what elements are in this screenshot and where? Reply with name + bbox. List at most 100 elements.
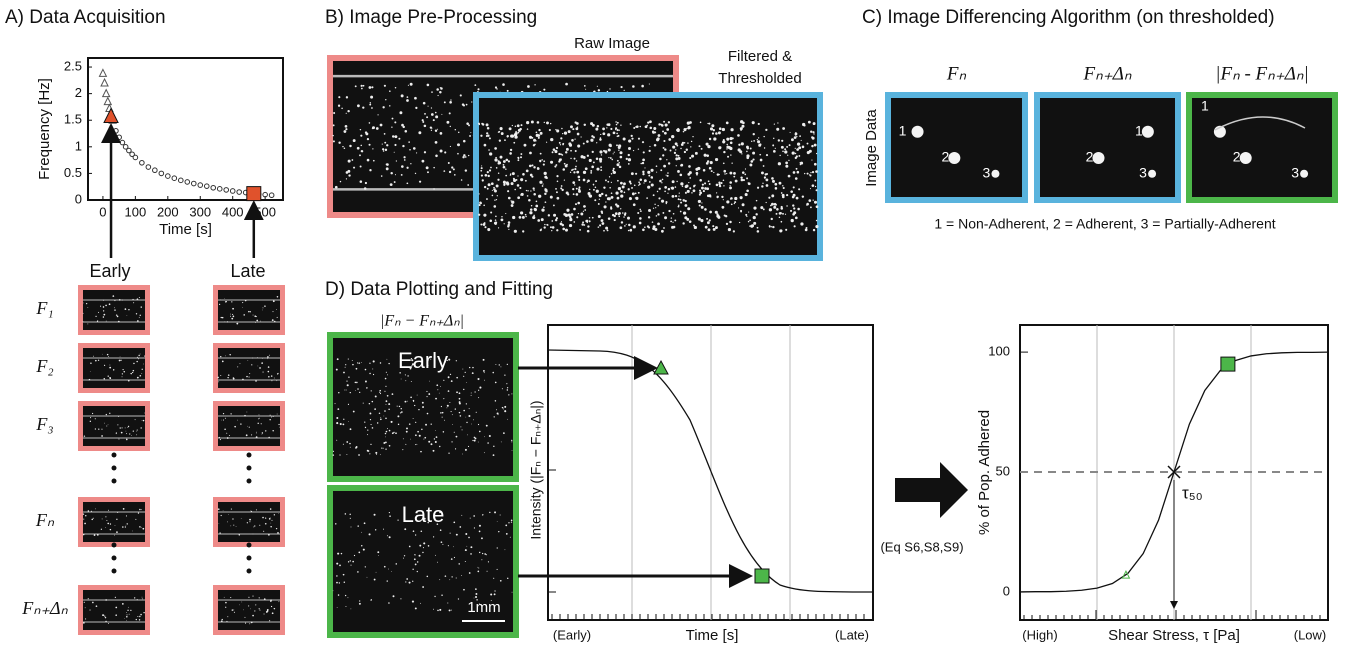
speck	[482, 358, 485, 361]
speck	[136, 376, 139, 379]
speck	[486, 187, 489, 190]
speck	[436, 561, 438, 563]
speck	[263, 613, 265, 615]
speck	[607, 180, 610, 183]
speck	[777, 122, 779, 124]
speck	[475, 411, 477, 413]
speck	[130, 609, 132, 612]
speck	[83, 601, 85, 603]
speck	[95, 359, 97, 362]
speck	[127, 609, 129, 611]
speck	[404, 528, 407, 531]
speck	[737, 134, 740, 137]
speck	[480, 174, 483, 177]
speck	[406, 99, 409, 102]
speck	[478, 389, 480, 391]
speck	[85, 618, 87, 620]
speck	[606, 197, 610, 201]
speck	[508, 127, 512, 131]
speck	[125, 515, 128, 517]
speck	[737, 207, 740, 209]
image-frame	[885, 92, 1028, 203]
speck	[141, 420, 143, 421]
speck	[252, 314, 254, 316]
speck	[369, 412, 372, 415]
speck	[494, 219, 497, 221]
speck	[465, 403, 468, 405]
speck	[135, 313, 138, 315]
speck	[769, 204, 772, 207]
speck	[425, 423, 427, 426]
speck	[224, 301, 227, 303]
speck	[481, 559, 483, 561]
speck	[792, 186, 795, 189]
cell-label: |Fₙ - Fₙ₊Δₙ|	[1215, 63, 1308, 84]
speck	[596, 142, 598, 144]
speck	[439, 90, 442, 94]
speck	[664, 190, 666, 193]
speck	[561, 188, 564, 192]
speck	[620, 124, 622, 126]
speck	[228, 514, 229, 515]
speck	[802, 122, 806, 127]
speck	[466, 381, 468, 383]
speck	[127, 379, 130, 382]
speck	[504, 410, 507, 413]
speck	[349, 517, 351, 519]
speck	[529, 211, 533, 215]
speck	[400, 412, 402, 414]
speck	[83, 435, 86, 437]
speck	[106, 520, 108, 521]
speck	[439, 87, 441, 89]
speck	[655, 215, 658, 217]
speck	[494, 86, 498, 89]
speck	[520, 124, 523, 127]
speck	[701, 183, 704, 186]
speck	[641, 84, 644, 88]
speck	[815, 219, 818, 222]
speck	[609, 88, 611, 90]
speck	[427, 364, 429, 366]
speck	[345, 128, 348, 131]
speck	[114, 525, 116, 526]
speck	[123, 370, 125, 373]
speck	[588, 220, 591, 223]
speck	[248, 426, 250, 428]
speck	[616, 132, 618, 135]
speck	[780, 220, 783, 223]
speck	[676, 128, 680, 133]
speck	[385, 430, 388, 433]
speck	[815, 152, 818, 155]
speck	[336, 607, 338, 608]
speck	[372, 368, 374, 370]
speck	[610, 195, 614, 199]
speck	[765, 184, 769, 187]
speck	[121, 427, 123, 429]
speck	[415, 421, 417, 423]
speck	[500, 366, 502, 368]
spot-label: 2	[1233, 149, 1241, 165]
x-tick-label: 100	[125, 204, 147, 219]
speck	[345, 96, 349, 99]
speck	[772, 144, 775, 147]
speck	[336, 358, 339, 361]
speck	[577, 144, 581, 148]
speck	[794, 133, 797, 136]
speck	[812, 122, 816, 126]
ellipsis-dot	[111, 568, 117, 574]
speck	[752, 132, 755, 136]
speck	[261, 432, 264, 434]
speck	[564, 213, 569, 217]
speck	[427, 545, 430, 547]
speck	[222, 510, 224, 512]
speck	[565, 191, 569, 195]
speck	[496, 88, 498, 90]
speck	[814, 185, 817, 188]
speck	[780, 145, 784, 149]
speck	[357, 525, 359, 527]
speck	[472, 366, 474, 369]
speck	[271, 612, 274, 615]
speck	[570, 125, 573, 129]
speck	[446, 120, 450, 124]
speck	[545, 190, 548, 193]
